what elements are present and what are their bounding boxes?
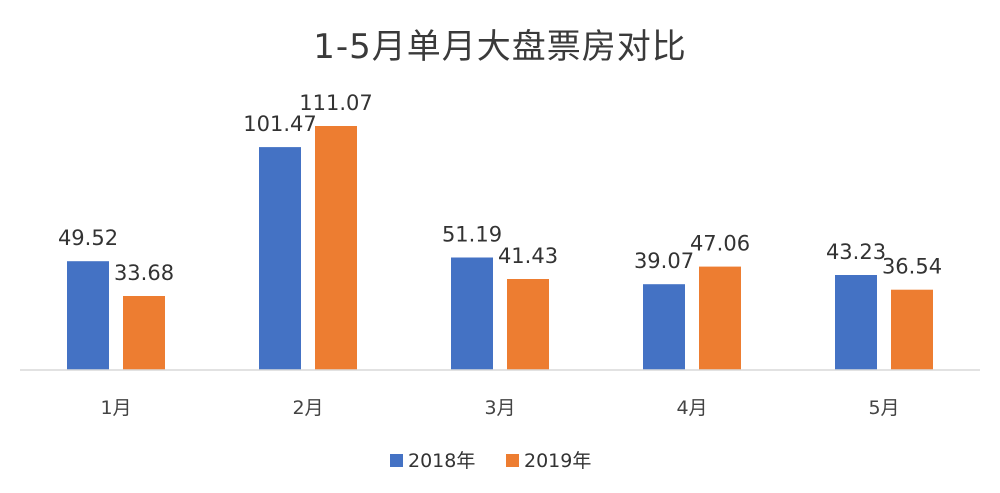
legend-label-2: 2019年 — [524, 450, 591, 472]
bar-s2-2 — [315, 126, 357, 370]
bar-s1-3 — [451, 257, 493, 370]
data-label-s2-5: 36.54 — [882, 255, 942, 279]
x-tick-label-3: 3月 — [484, 397, 515, 419]
legend: 2018年 2019年 — [390, 450, 591, 472]
x-tick-label-5: 5月 — [868, 397, 899, 419]
bar-s2-4 — [699, 266, 741, 370]
bar-s1-5 — [835, 275, 877, 370]
x-tick-label-1: 1月 — [100, 397, 131, 419]
data-label-s1-5: 43.23 — [826, 240, 886, 264]
data-label-s2-4: 47.06 — [690, 232, 750, 256]
x-tick-label-4: 4月 — [676, 397, 707, 419]
bars-group — [67, 126, 933, 370]
bar-s2-3 — [507, 279, 549, 370]
bar-s2-1 — [123, 296, 165, 370]
data-label-s1-4: 39.07 — [634, 249, 694, 273]
data-label-s2-3: 41.43 — [498, 244, 558, 268]
legend-label-1: 2018年 — [408, 450, 475, 472]
bar-s1-4 — [643, 284, 685, 370]
data-label-s1-1: 49.52 — [58, 226, 118, 250]
x-tick-label-2: 2月 — [292, 397, 323, 419]
bar-s1-1 — [67, 261, 109, 370]
legend-swatch-1 — [390, 454, 403, 467]
legend-swatch-2 — [506, 454, 519, 467]
data-label-s1-2: 101.47 — [243, 112, 316, 136]
data-label-s1-3: 51.19 — [442, 223, 502, 247]
data-label-s2-1: 33.68 — [114, 261, 174, 285]
bar-s1-2 — [259, 147, 301, 370]
x-tick-labels-group: 1月 2月 3月 4月 5月 — [100, 397, 899, 419]
chart-title: 1-5月单月大盘票房对比 — [313, 27, 687, 67]
bar-s2-5 — [891, 289, 933, 370]
data-label-s2-2: 111.07 — [299, 91, 372, 115]
